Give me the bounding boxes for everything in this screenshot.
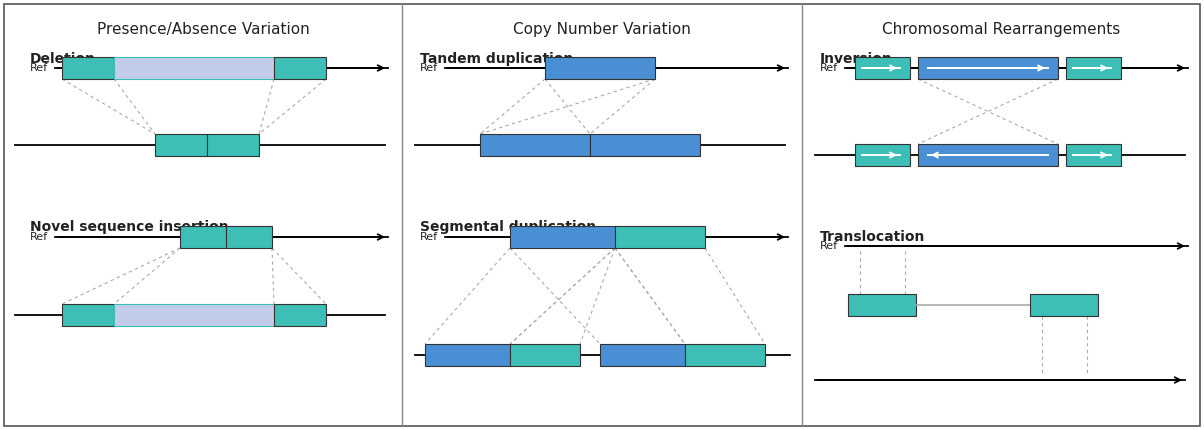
Bar: [685, 344, 765, 366]
Text: Copy Number Variation: Copy Number Variation: [513, 22, 691, 37]
Text: Ref: Ref: [30, 232, 48, 242]
Bar: [545, 57, 655, 79]
Text: Ref: Ref: [420, 63, 438, 73]
Text: Novel sequence insertion: Novel sequence insertion: [30, 220, 229, 234]
Bar: [61, 57, 114, 79]
Bar: [425, 344, 510, 366]
Bar: [181, 226, 226, 248]
Bar: [155, 134, 207, 156]
Bar: [1029, 294, 1098, 316]
Bar: [480, 134, 590, 156]
Bar: [1066, 57, 1121, 79]
Bar: [275, 304, 326, 326]
Bar: [590, 134, 700, 156]
Bar: [1066, 144, 1121, 166]
Text: Chromosomal Rearrangements: Chromosomal Rearrangements: [881, 22, 1120, 37]
Bar: [114, 304, 275, 326]
Bar: [207, 134, 259, 156]
Text: Deletion: Deletion: [30, 52, 96, 66]
Text: Ref: Ref: [820, 63, 838, 73]
Bar: [848, 294, 916, 316]
Bar: [855, 144, 910, 166]
Bar: [275, 57, 326, 79]
Bar: [510, 344, 580, 366]
Bar: [917, 144, 1058, 166]
Text: Presence/Absence Variation: Presence/Absence Variation: [96, 22, 309, 37]
Bar: [855, 57, 910, 79]
Bar: [510, 226, 615, 248]
Text: Ref: Ref: [820, 241, 838, 251]
Bar: [61, 304, 114, 326]
Text: Segmental duplication: Segmental duplication: [420, 220, 596, 234]
Text: Ref: Ref: [30, 63, 48, 73]
Text: Translocation: Translocation: [820, 230, 926, 244]
Bar: [615, 226, 706, 248]
Bar: [600, 344, 685, 366]
Text: Inversion: Inversion: [820, 52, 892, 66]
Bar: [114, 57, 275, 79]
Text: Tandem duplication: Tandem duplication: [420, 52, 573, 66]
Bar: [226, 226, 272, 248]
Text: Ref: Ref: [420, 232, 438, 242]
Bar: [917, 57, 1058, 79]
